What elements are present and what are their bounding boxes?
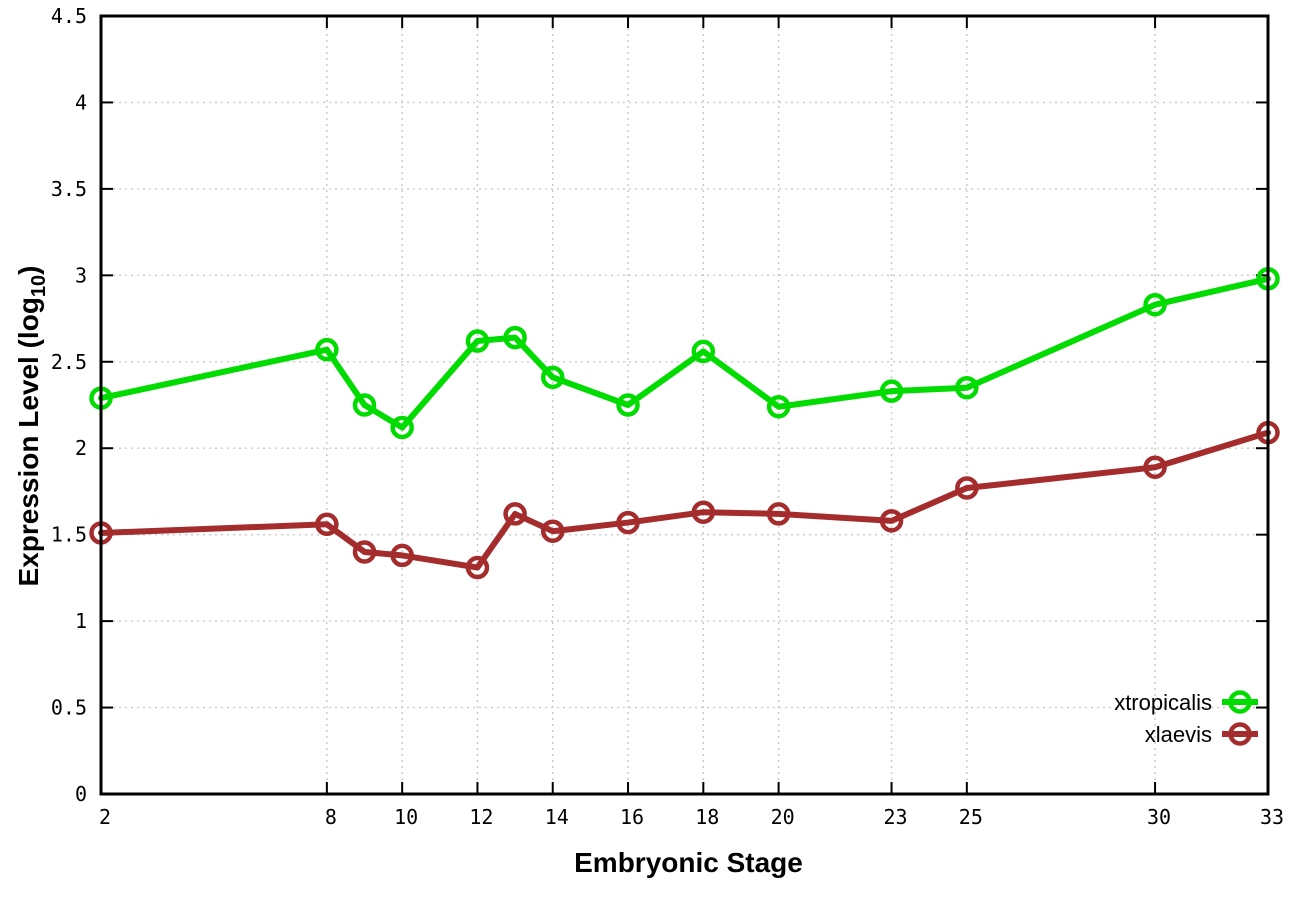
xlaevis-marker xyxy=(616,510,640,535)
xtropicalis-marker xyxy=(691,339,716,364)
y-tick-label: 4 xyxy=(75,90,87,114)
x-tick-label: 12 xyxy=(469,805,493,829)
y-tick-label: 2 xyxy=(75,436,87,460)
xlaevis-marker xyxy=(540,519,565,543)
xlaevis-marker xyxy=(352,540,377,564)
xlaevis-marker xyxy=(315,512,339,537)
legend-label-xlaevis: xlaevis xyxy=(1145,722,1212,747)
legend-marker-sample xyxy=(1228,722,1252,746)
xlaevis-marker xyxy=(503,502,527,526)
xtropicalis-marker xyxy=(1143,292,1167,317)
xtropicalis-marker xyxy=(352,393,377,417)
xlaevis-line xyxy=(98,429,1271,571)
xtropicalis-marker xyxy=(879,379,904,403)
plot-border xyxy=(99,14,1270,796)
x-tick-label: 30 xyxy=(1147,805,1171,829)
x-tick-label: 23 xyxy=(884,805,908,829)
y-tick-label: 0 xyxy=(75,782,87,806)
y-tick-label: 1.5 xyxy=(51,523,87,547)
x-tick-label: 18 xyxy=(695,805,719,829)
xtropicalis-marker xyxy=(390,415,414,440)
y-tick-label: 2.5 xyxy=(51,350,87,374)
x-tick-label: 16 xyxy=(620,805,644,829)
tick-labels: 2 8 10 12 14 16 18 20 23 25 30 33 0 0.5 1 1.5 2 2.5 3 3.5 4 4… xyxy=(51,4,1284,829)
xlaevis-marker xyxy=(879,509,904,533)
xtropicalis-marker xyxy=(465,329,490,353)
xtropicalis-marker xyxy=(540,365,565,390)
y-tick-label: 3.5 xyxy=(51,177,87,201)
x-tick-label: 33 xyxy=(1260,805,1284,829)
y-tick-label: 1 xyxy=(75,609,87,633)
legend-label-xtropicalis: xtropicalis xyxy=(1114,690,1212,715)
xtropicalis-marker xyxy=(616,393,640,417)
x-tick-label: 8 xyxy=(325,805,337,829)
xtropicalis-marker xyxy=(955,375,979,400)
legend-item-xlaevis: xlaevis xyxy=(1145,722,1258,747)
xlaevis-marker xyxy=(465,555,490,580)
legend-item-xtropicalis: xtropicalis xyxy=(1114,690,1258,715)
series-xtropicalis xyxy=(89,267,1280,440)
x-tick-label: 25 xyxy=(959,805,983,829)
xlaevis-marker xyxy=(955,476,979,500)
y-tick-label: 3 xyxy=(75,263,87,287)
xtropicalis-marker xyxy=(315,337,339,362)
x-tick-label: 10 xyxy=(394,805,418,829)
xlaevis-marker xyxy=(1143,455,1167,479)
x-tick-label: 2 xyxy=(99,805,111,829)
xlaevis-marker xyxy=(766,502,791,526)
legend-marker-sample xyxy=(1228,690,1252,714)
x-tick-label: 14 xyxy=(545,805,569,829)
xtropicalis-marker xyxy=(766,394,791,419)
xtropicalis-marker xyxy=(503,325,527,350)
x-tick-label: 20 xyxy=(771,805,795,829)
xlaevis-marker xyxy=(691,500,716,524)
xlaevis-marker xyxy=(390,543,414,568)
y-tick-label: 0.5 xyxy=(51,696,87,720)
x-axis-label: Embryonic Stage xyxy=(574,847,803,878)
y-axis-label: Expression Level (log10) xyxy=(13,266,50,587)
y-tick-label: 4.5 xyxy=(51,4,87,28)
legend: xtropicalis xlaevis xyxy=(1114,690,1258,747)
